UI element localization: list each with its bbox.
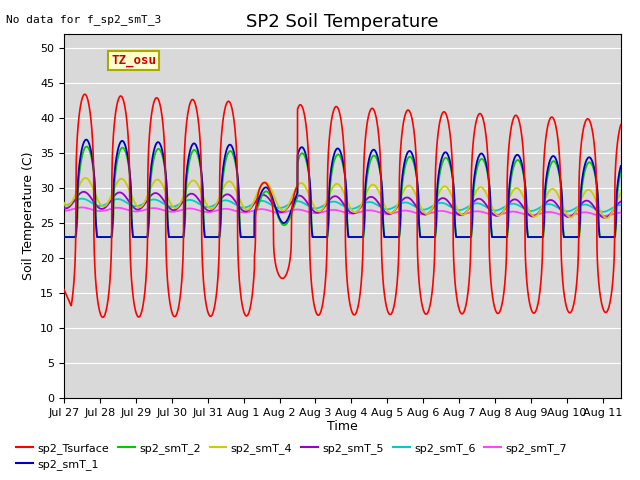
Text: TZ_osu: TZ_osu [111,54,156,67]
Y-axis label: Soil Temperature (C): Soil Temperature (C) [22,152,35,280]
Title: SP2 Soil Temperature: SP2 Soil Temperature [246,12,438,31]
X-axis label: Time: Time [327,420,358,432]
Text: No data for f_sp2_smT_3: No data for f_sp2_smT_3 [6,14,162,25]
Legend: sp2_Tsurface, sp2_smT_1, sp2_smT_2, sp2_smT_4, sp2_smT_5, sp2_smT_6, sp2_smT_7: sp2_Tsurface, sp2_smT_1, sp2_smT_2, sp2_… [12,438,572,474]
